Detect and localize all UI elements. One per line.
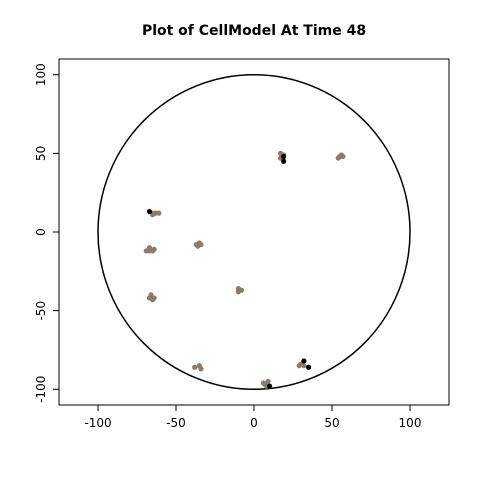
y-tick-label: 0 xyxy=(34,228,48,236)
boundary-layer xyxy=(97,73,411,391)
cell-point xyxy=(262,381,268,388)
axes: -100 -50 0 50 100 -100 -50 0 50 100 xyxy=(34,63,421,430)
cell-point xyxy=(281,158,287,164)
cell-point xyxy=(301,363,307,369)
x-tick-label: 100 xyxy=(399,416,422,430)
y-tick-label: 50 xyxy=(34,146,48,161)
cell-point xyxy=(151,246,157,252)
cell-point xyxy=(235,289,241,295)
plot-frame xyxy=(58,58,450,406)
cell-point xyxy=(146,295,153,301)
x-tick-label: 0 xyxy=(250,416,258,430)
cell-point xyxy=(192,364,198,370)
cell-point xyxy=(146,248,153,254)
points-layer xyxy=(143,150,346,389)
chart-title: Plot of CellModel At Time 48 xyxy=(142,23,366,39)
cell-point xyxy=(301,358,307,364)
cell-point xyxy=(198,366,204,372)
cell-point xyxy=(337,153,343,160)
cell-point xyxy=(146,208,153,215)
x-tick-label: 50 xyxy=(324,416,339,430)
boundary-circle xyxy=(97,73,411,391)
cell-point xyxy=(306,364,312,370)
cell-point xyxy=(281,153,287,160)
cell-point xyxy=(267,383,273,389)
x-tick-label: -50 xyxy=(166,416,186,430)
cell-point xyxy=(156,210,162,216)
y-tick-label: -50 xyxy=(34,301,48,321)
y-tick-label: -100 xyxy=(34,376,48,403)
cell-point xyxy=(195,243,201,249)
cell-point xyxy=(296,363,302,369)
y-tick-label: 100 xyxy=(34,63,48,86)
x-tick-label: -100 xyxy=(84,416,111,430)
